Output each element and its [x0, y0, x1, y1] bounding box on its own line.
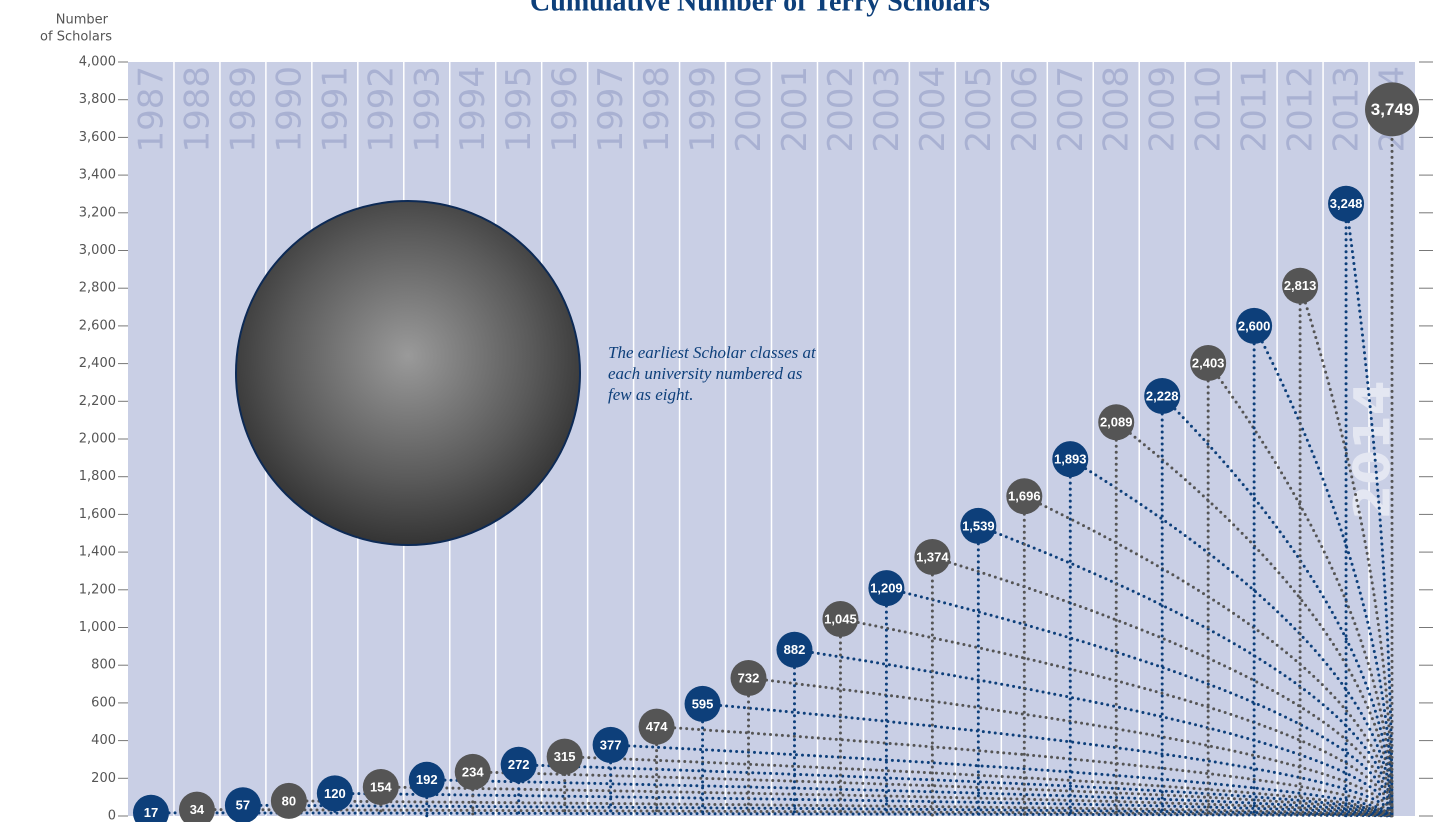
y-tick-label: 600: [91, 695, 116, 710]
value-label: 1,696: [1008, 489, 1041, 504]
chart: Cumulative Number of Terry Scholars Numb…: [0, 0, 1453, 822]
value-label: 2,600: [1238, 318, 1271, 333]
value-label: 1,893: [1054, 452, 1087, 467]
y-tick-label: 3,600: [79, 130, 116, 145]
x-tick-label: 1991: [315, 66, 355, 153]
value-label: 154: [370, 779, 392, 794]
x-tick-label: 2011: [1235, 66, 1275, 153]
value-label: 377: [600, 737, 622, 752]
x-tick-label: 1997: [591, 66, 631, 153]
x-tick-label: 2009: [1143, 66, 1183, 153]
y-tick-label: 2,000: [79, 432, 116, 447]
x-tick-label: 2000: [729, 66, 769, 153]
x-tick-label: 1988: [177, 66, 217, 153]
y-tick-label: 3,400: [79, 168, 116, 183]
value-label: 315: [554, 749, 576, 764]
value-label: 34: [190, 802, 205, 817]
chart-title: Cumulative Number of Terry Scholars: [530, 0, 990, 17]
x-tick-label: 1998: [637, 66, 677, 153]
x-tick-label: 2004: [913, 66, 953, 153]
value-label: 17: [144, 805, 158, 820]
x-tick-label: 1989: [223, 66, 263, 153]
value-label: 120: [324, 786, 346, 801]
x-tick-label: 2003: [867, 66, 907, 153]
value-label: 80: [282, 793, 296, 808]
value-label: 3,749: [1371, 100, 1414, 119]
x-tick-label: 1992: [361, 66, 401, 153]
x-tick-label: 2007: [1051, 66, 1091, 153]
y-tick-label: 800: [91, 658, 116, 673]
x-tick-label: 1994: [453, 66, 493, 153]
x-tick-label: 2002: [821, 66, 861, 153]
y-tick-label: 3,200: [79, 205, 116, 220]
photo: [236, 201, 580, 545]
value-label: 1,374: [916, 549, 949, 564]
value-label: 272: [508, 757, 530, 772]
y-tick-label: 2,200: [79, 394, 116, 409]
value-label: 1,209: [870, 581, 903, 596]
y-tick-label: 400: [91, 733, 116, 748]
y-tick-label: 2,400: [79, 356, 116, 371]
x-tick-label: 2001: [775, 66, 815, 153]
x-tick-label: 2012: [1281, 66, 1321, 153]
page: Cumulative Number of Terry Scholars Numb…: [0, 0, 1453, 822]
y-tick-label: 1,400: [79, 545, 116, 560]
x-tick-label: 2006: [1005, 66, 1045, 153]
x-tick-label: 1999: [683, 66, 723, 153]
value-label: 1,045: [824, 611, 857, 626]
value-label: 2,403: [1192, 355, 1225, 370]
y-tick-label: 3,000: [79, 243, 116, 258]
y-tick-label: 200: [91, 771, 116, 786]
y-tick-label: 4,000: [79, 55, 116, 70]
x-tick-label: 1990: [269, 66, 309, 153]
y-tick-label: 3,800: [79, 92, 116, 107]
y-tick-label: 1,000: [79, 620, 116, 635]
y-tick-label: 0: [108, 809, 116, 822]
y-tick-label: 1,600: [79, 507, 116, 522]
value-label: 2,813: [1284, 278, 1317, 293]
value-label: 234: [462, 764, 484, 779]
x-tick-label: 1993: [407, 66, 447, 153]
x-tick-label: 2005: [959, 66, 999, 153]
value-label: 192: [416, 772, 438, 787]
x-tick-label: 2013: [1327, 66, 1367, 153]
x-tick-label: 2008: [1097, 66, 1137, 153]
x-tick-label: 2010: [1189, 66, 1229, 153]
value-label: 2,089: [1100, 415, 1133, 430]
value-label: 474: [646, 719, 668, 734]
x-tick-label: 1996: [545, 66, 585, 153]
y-tick-label: 1,800: [79, 469, 116, 484]
y-axis-label: Number: [56, 13, 109, 28]
value-label: 882: [784, 642, 806, 657]
annotation: The earliest Scholar classes at each uni…: [608, 342, 828, 405]
x-tick-label: 1995: [499, 66, 539, 153]
value-label: 595: [692, 696, 714, 711]
y-axis-label: of Scholars: [40, 30, 112, 45]
value-label: 57: [236, 798, 250, 813]
y-tick-label: 2,600: [79, 318, 116, 333]
y-tick-label: 2,800: [79, 281, 116, 296]
value-label: 2,228: [1146, 388, 1179, 403]
y-tick-label: 1,200: [79, 582, 116, 597]
value-label: 1,539: [962, 518, 995, 533]
value-label: 3,248: [1330, 196, 1363, 211]
x-tick-label: 1987: [131, 66, 171, 153]
value-label: 732: [738, 670, 760, 685]
